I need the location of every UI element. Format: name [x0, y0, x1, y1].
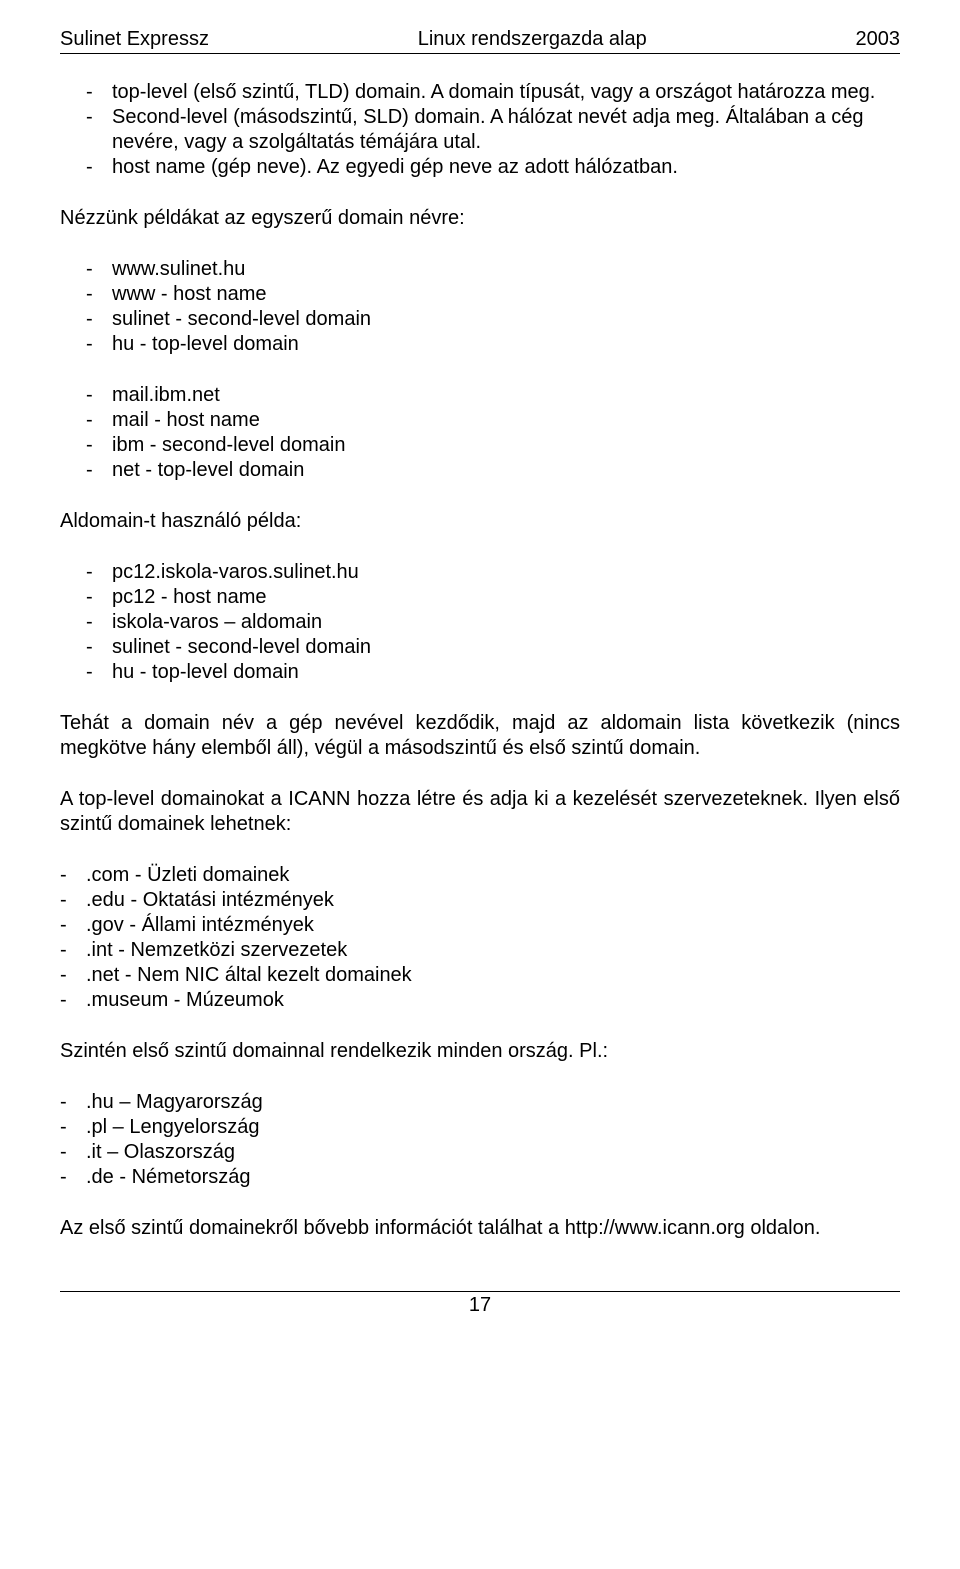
page-number: 17 [469, 1294, 491, 1316]
example3-list: pc12.iskola-varos.sulinet.hu pc12 - host… [60, 560, 900, 685]
paragraph-more-info: Az első szintű domainekről bővebb inform… [60, 1216, 900, 1241]
page-container: Sulinet Expressz Linux rendszergazda ala… [0, 0, 960, 1337]
footer-rule [60, 1291, 900, 1292]
header-left: Sulinet Expressz [60, 28, 209, 51]
list-item: mail - host name [60, 408, 900, 433]
paragraph-examples-intro: Nézzünk példákat az egyszerű domain névr… [60, 206, 900, 231]
header-rule [60, 53, 900, 54]
list-item: net - top-level domain [60, 458, 900, 483]
header-center: Linux rendszergazda alap [418, 28, 647, 51]
list-item: sulinet - second-level domain [60, 635, 900, 660]
example2-list: mail.ibm.net mail - host name ibm - seco… [60, 383, 900, 483]
list-item: .it – Olaszország [60, 1140, 900, 1165]
paragraph-country: Szintén első szintű domainnal rendelkezi… [60, 1039, 900, 1064]
example1-list: www.sulinet.hu www - host name sulinet -… [60, 257, 900, 357]
paragraph-icann: A top-level domainokat a ICANN hozza lét… [60, 787, 900, 837]
list-item: .com - Üzleti domainek [60, 863, 900, 888]
header-right: 2003 [855, 28, 900, 51]
paragraph-explain: Tehát a domain név a gép nevével kezdődi… [60, 711, 900, 761]
list-item: host name (gép neve). Az egyedi gép neve… [60, 155, 900, 180]
list-item: .museum - Múzeumok [60, 988, 900, 1013]
list-item: .hu – Magyarország [60, 1090, 900, 1115]
list-item: Second-level (másodszintű, SLD) domain. … [60, 105, 900, 155]
list-item: .edu - Oktatási intézmények [60, 888, 900, 913]
list-item: .int - Nemzetközi szervezetek [60, 938, 900, 963]
list-item: pc12 - host name [60, 585, 900, 610]
list-item: top-level (első szintű, TLD) domain. A d… [60, 80, 900, 105]
list-item: .net - Nem NIC által kezelt domainek [60, 963, 900, 988]
list-item: www - host name [60, 282, 900, 307]
list-item: sulinet - second-level domain [60, 307, 900, 332]
country-list: .hu – Magyarország .pl – Lengyelország .… [60, 1090, 900, 1190]
paragraph-aldomain: Aldomain-t használó példa: [60, 509, 900, 534]
list-item: mail.ibm.net [60, 383, 900, 408]
page-footer: 17 [60, 1291, 900, 1317]
list-item: pc12.iskola-varos.sulinet.hu [60, 560, 900, 585]
intro-list: top-level (első szintű, TLD) domain. A d… [60, 80, 900, 180]
list-item: www.sulinet.hu [60, 257, 900, 282]
list-item: hu - top-level domain [60, 660, 900, 685]
list-item: ibm - second-level domain [60, 433, 900, 458]
list-item: .de - Németország [60, 1165, 900, 1190]
page-header: Sulinet Expressz Linux rendszergazda ala… [60, 28, 900, 51]
list-item: iskola-varos – aldomain [60, 610, 900, 635]
list-item: .gov - Állami intézmények [60, 913, 900, 938]
list-item: .pl – Lengyelország [60, 1115, 900, 1140]
tld-list: .com - Üzleti domainek .edu - Oktatási i… [60, 863, 900, 1013]
list-item: hu - top-level domain [60, 332, 900, 357]
